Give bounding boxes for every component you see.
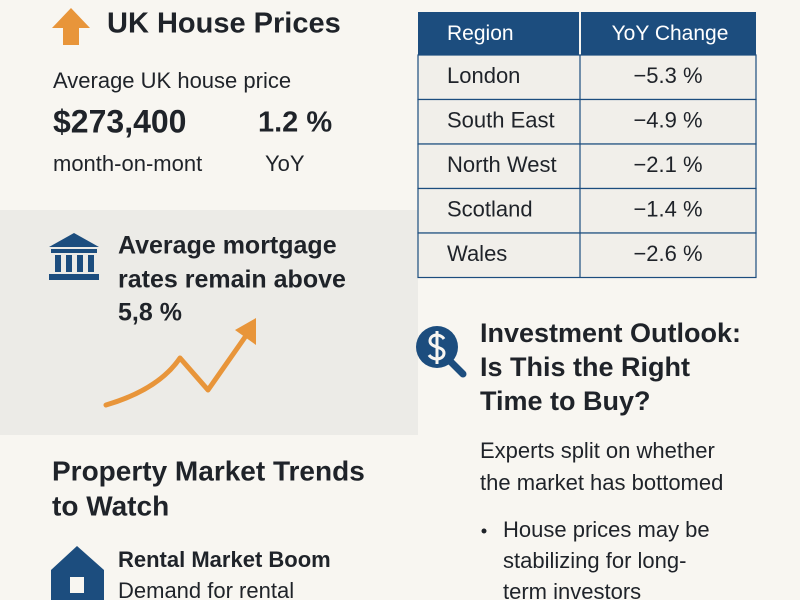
table-row-bg <box>417 98 757 145</box>
table-cell: −5.3 % <box>633 63 702 88</box>
mortgage-line: Average mortgage <box>118 232 337 260</box>
table-cell: London <box>447 63 520 88</box>
trend-item-title: Rental Market Boom <box>118 547 331 572</box>
mortgage-line: rates remain above <box>118 266 346 294</box>
price-change: 1.2 % <box>258 107 332 139</box>
table-cell: North West <box>447 152 557 177</box>
table-header-cell: YoY Change <box>612 22 729 45</box>
table-cell: −2.1 % <box>633 152 702 177</box>
magnifier-icon <box>416 326 467 378</box>
outlook-text: Experts split on whether <box>480 438 715 463</box>
trend-arrow <box>103 327 253 408</box>
bullet-dot <box>481 528 487 534</box>
outlook-title: Investment Outlook: <box>480 318 741 348</box>
trend-item-text: Demand for rental <box>118 578 294 600</box>
table-cell: South East <box>447 108 555 133</box>
table-cell: −1.4 % <box>633 197 702 222</box>
price-caption: month-on-mont <box>53 151 202 176</box>
price-value: $273,400 <box>53 103 186 139</box>
price-label: Average UK house price <box>53 68 291 93</box>
change-caption: YoY <box>265 151 305 176</box>
region-table: Region YoY Change London −5.3 % South East −4… <box>417 12 757 279</box>
table-header-bg <box>418 12 756 55</box>
mortgage-line: 5,8 % <box>118 299 182 327</box>
outlook-title: Time to Buy? <box>480 386 651 416</box>
table-header-cell: Region <box>447 22 514 45</box>
outlook-text: the market has bottomed <box>480 470 723 495</box>
mortgage-panel <box>0 210 418 435</box>
bullet-text: stabilizing for long- <box>503 548 686 573</box>
table-cell: Wales <box>447 241 507 266</box>
title: UK House Prices <box>107 8 341 40</box>
table-cell: −4.9 % <box>633 108 702 133</box>
table-cell: −2.6 % <box>633 241 702 266</box>
trends-title: to Watch <box>52 490 169 521</box>
table-cell: Scotland <box>447 197 533 222</box>
bullet-text: term investors <box>503 579 641 600</box>
bullet-text: House prices may be <box>503 517 710 542</box>
table-row-bg <box>417 232 757 279</box>
trend-arrow-head <box>235 318 256 345</box>
outlook-title: Is This the Right <box>480 352 690 382</box>
trends-title: Property Market Trends <box>52 455 365 486</box>
house-icon <box>51 546 104 600</box>
up-arrow-icon <box>52 8 90 45</box>
bank-icon <box>49 233 99 280</box>
